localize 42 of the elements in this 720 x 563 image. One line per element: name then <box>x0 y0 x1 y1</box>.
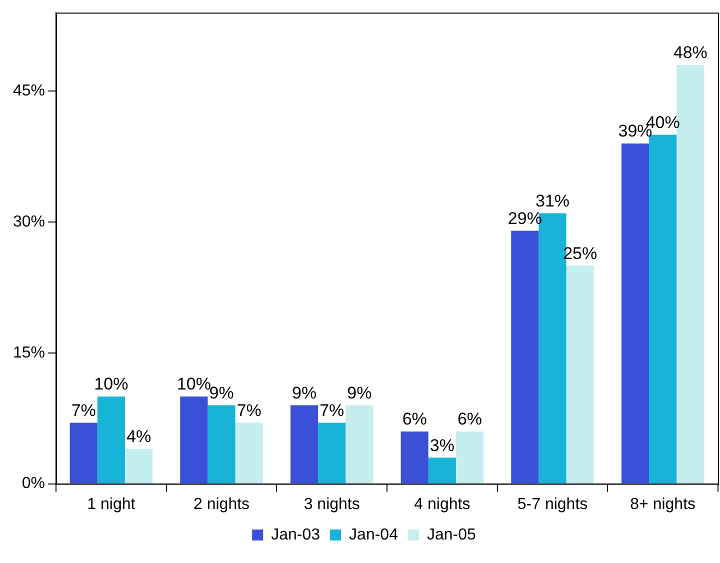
data-label: 9% <box>292 383 317 402</box>
y-tick-label: 30% <box>12 213 46 230</box>
bar <box>428 458 456 484</box>
bar <box>400 431 428 484</box>
legend-label: Jan-03 <box>271 526 320 544</box>
data-label: 10% <box>176 374 211 394</box>
bar <box>566 266 594 484</box>
bar <box>124 448 153 484</box>
legend-label: Jan-04 <box>349 526 398 544</box>
bar <box>180 396 208 484</box>
y-tick-label: 0% <box>22 475 46 492</box>
x-tick-label: 3 nights <box>304 496 360 513</box>
legend-label: Jan-05 <box>426 526 476 544</box>
x-tick-label: 1 night <box>87 496 136 513</box>
data-label: 7% <box>71 400 96 420</box>
data-label: 4% <box>126 427 152 446</box>
bar <box>235 422 263 484</box>
bar <box>318 422 346 484</box>
data-label: 7% <box>236 400 262 420</box>
bar <box>511 230 539 484</box>
x-tick-label: 4 nights <box>414 496 470 513</box>
bar <box>208 405 236 484</box>
x-tick-label: 2 nights <box>193 496 250 513</box>
data-label: 31% <box>535 191 570 210</box>
data-label: 3% <box>430 436 454 455</box>
x-tick-label: 5-7 nights <box>517 496 588 513</box>
data-label: 7% <box>320 400 344 420</box>
x-tick-label: 8+ nights <box>630 496 696 513</box>
bar <box>346 405 374 484</box>
bar <box>97 396 125 484</box>
bar <box>70 422 98 484</box>
data-label: 10% <box>94 374 128 394</box>
data-label: 9% <box>209 383 234 402</box>
bar <box>621 143 650 484</box>
bar <box>290 405 318 484</box>
bar <box>456 431 484 484</box>
data-label: 6% <box>457 410 482 429</box>
data-label: 48% <box>673 43 708 62</box>
y-tick-label: 45% <box>12 82 46 100</box>
data-label: 6% <box>402 410 427 429</box>
y-tick-label: 15% <box>12 344 46 362</box>
data-label: 9% <box>347 383 372 402</box>
